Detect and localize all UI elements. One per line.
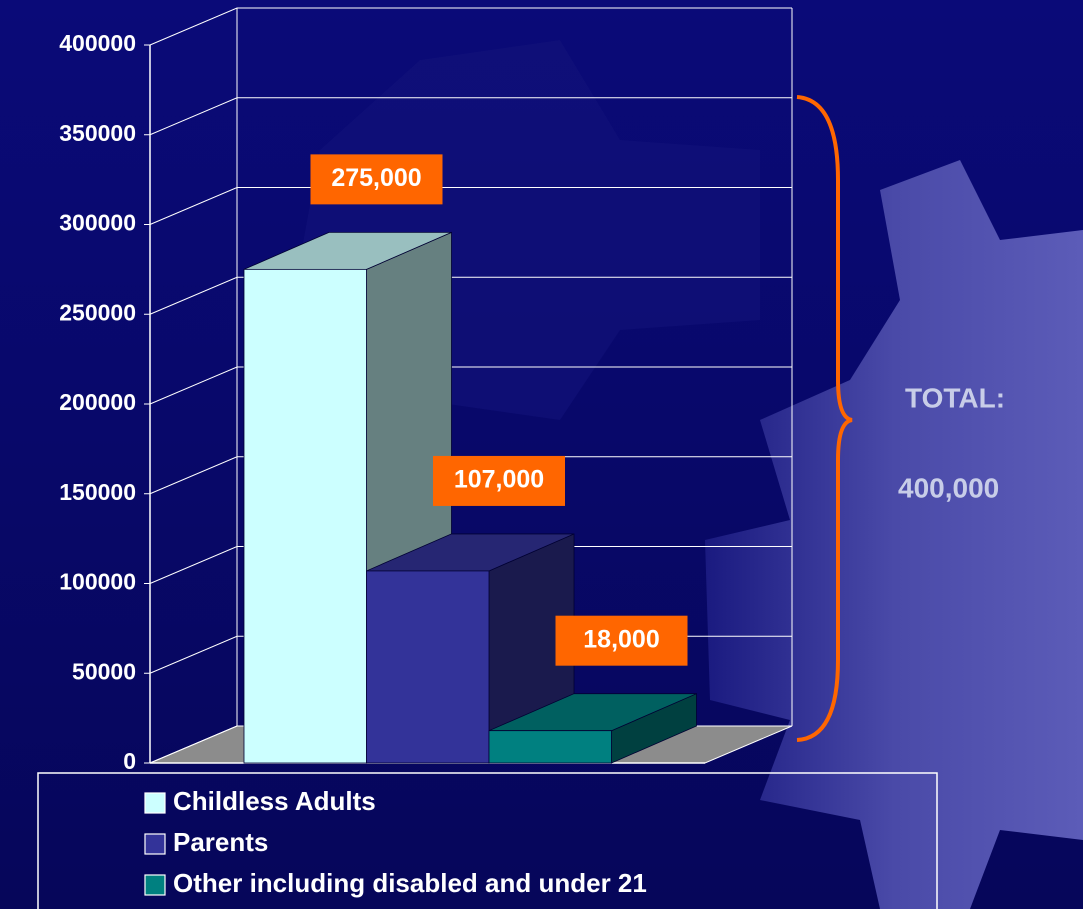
annotation: TOTAL: — [905, 382, 1005, 413]
legend-marker — [144, 792, 166, 814]
y-tick-label: 50000 — [72, 658, 136, 684]
grid-line — [149, 97, 792, 136]
legend-marker — [144, 874, 166, 896]
annotation: 400,000 — [898, 472, 999, 503]
y-tick-label: 200000 — [59, 389, 136, 415]
brace — [796, 95, 853, 742]
value-label-box — [433, 455, 565, 506]
value-label: 275,000 — [331, 164, 421, 192]
value-label: 107,000 — [454, 466, 544, 494]
legend-label: Other including disabled and under 21 — [173, 868, 647, 898]
y-tick-label: 250000 — [59, 299, 136, 325]
gear-decoration — [705, 160, 1083, 909]
bar — [243, 268, 367, 764]
grid-line — [149, 187, 792, 225]
legend-label: Parents — [173, 827, 268, 857]
value-label: 18,000 — [583, 625, 659, 653]
grid-line — [149, 456, 792, 495]
grid-line — [149, 7, 792, 46]
value-label-box — [310, 154, 443, 205]
y-tick-label: 150000 — [59, 479, 136, 505]
y-tick-label: 300000 — [59, 210, 136, 236]
legend-label: Childless Adults — [173, 786, 376, 816]
y-tick-label: 350000 — [59, 120, 136, 146]
grid-line — [149, 546, 792, 584]
bar — [488, 730, 612, 764]
legend-marker — [144, 833, 166, 855]
y-tick-label: 100000 — [59, 569, 136, 595]
grid-line — [149, 366, 792, 405]
y-tick-label: 0 — [123, 748, 136, 774]
y-tick-label: 400000 — [59, 30, 136, 56]
plot: 0 50000 100000 150000 200000 250000 300000 3500… — [59, 7, 793, 774]
value-label-box — [555, 615, 688, 666]
grid-line — [149, 276, 792, 315]
bar — [366, 570, 490, 764]
